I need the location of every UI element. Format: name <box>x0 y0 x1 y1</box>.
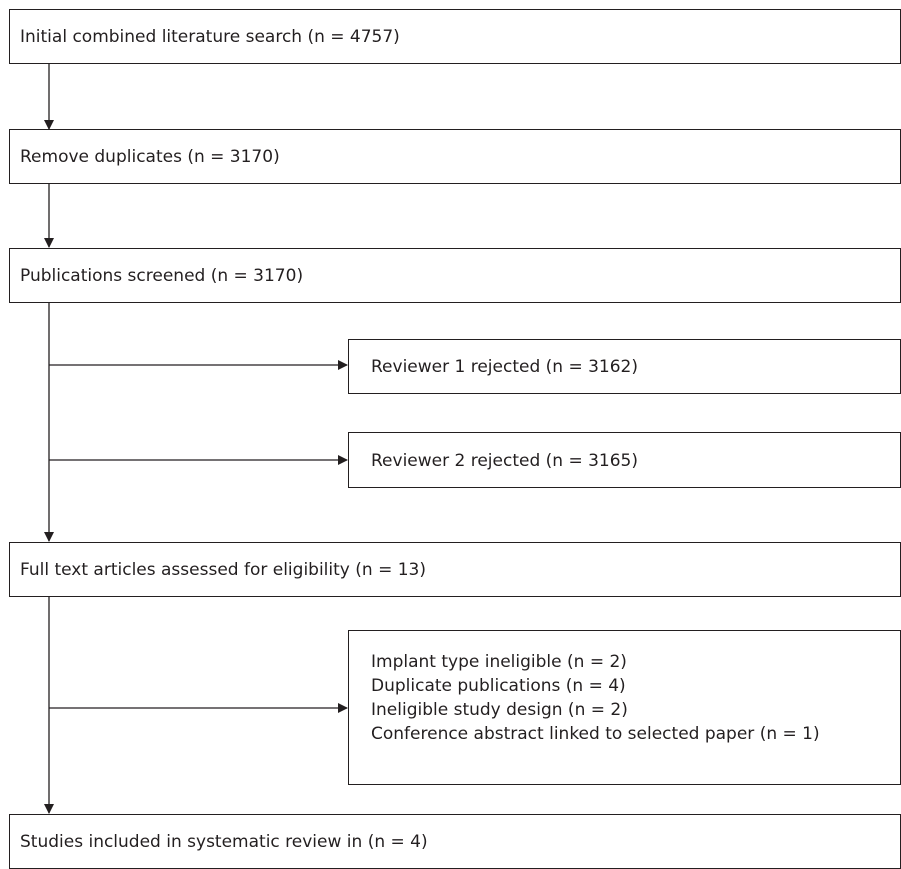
exclusions-box: Implant type ineligible (n = 2) Duplicat… <box>348 630 901 785</box>
reviewer2-rejected-label: Reviewer 2 rejected (n = 3165) <box>371 451 639 471</box>
included-label: Studies included in systematic review in… <box>20 832 428 852</box>
screened-label: Publications screened (n = 3170) <box>20 266 304 286</box>
full-text-box: Full text articles assessed for eligibil… <box>9 542 901 597</box>
remove-duplicates-box: Remove duplicates (n = 3170) <box>9 129 901 184</box>
exclusion-item: Duplicate publications (n = 4) <box>371 676 626 696</box>
screened-box: Publications screened (n = 3170) <box>9 248 901 303</box>
reviewer1-rejected-label: Reviewer 1 rejected (n = 3162) <box>371 357 639 377</box>
remove-duplicates-label: Remove duplicates (n = 3170) <box>20 147 280 167</box>
reviewer2-rejected-box: Reviewer 2 rejected (n = 3165) <box>348 432 901 488</box>
initial-search-box: Initial combined literature search (n = … <box>9 9 901 64</box>
reviewer1-rejected-box: Reviewer 1 rejected (n = 3162) <box>348 339 901 394</box>
exclusion-item: Conference abstract linked to selected p… <box>371 724 820 744</box>
included-box: Studies included in systematic review in… <box>9 814 901 869</box>
full-text-label: Full text articles assessed for eligibil… <box>20 560 426 580</box>
exclusion-item: Implant type ineligible (n = 2) <box>371 652 627 672</box>
exclusion-item: Ineligible study design (n = 2) <box>371 700 628 720</box>
initial-search-label: Initial combined literature search (n = … <box>20 27 400 47</box>
